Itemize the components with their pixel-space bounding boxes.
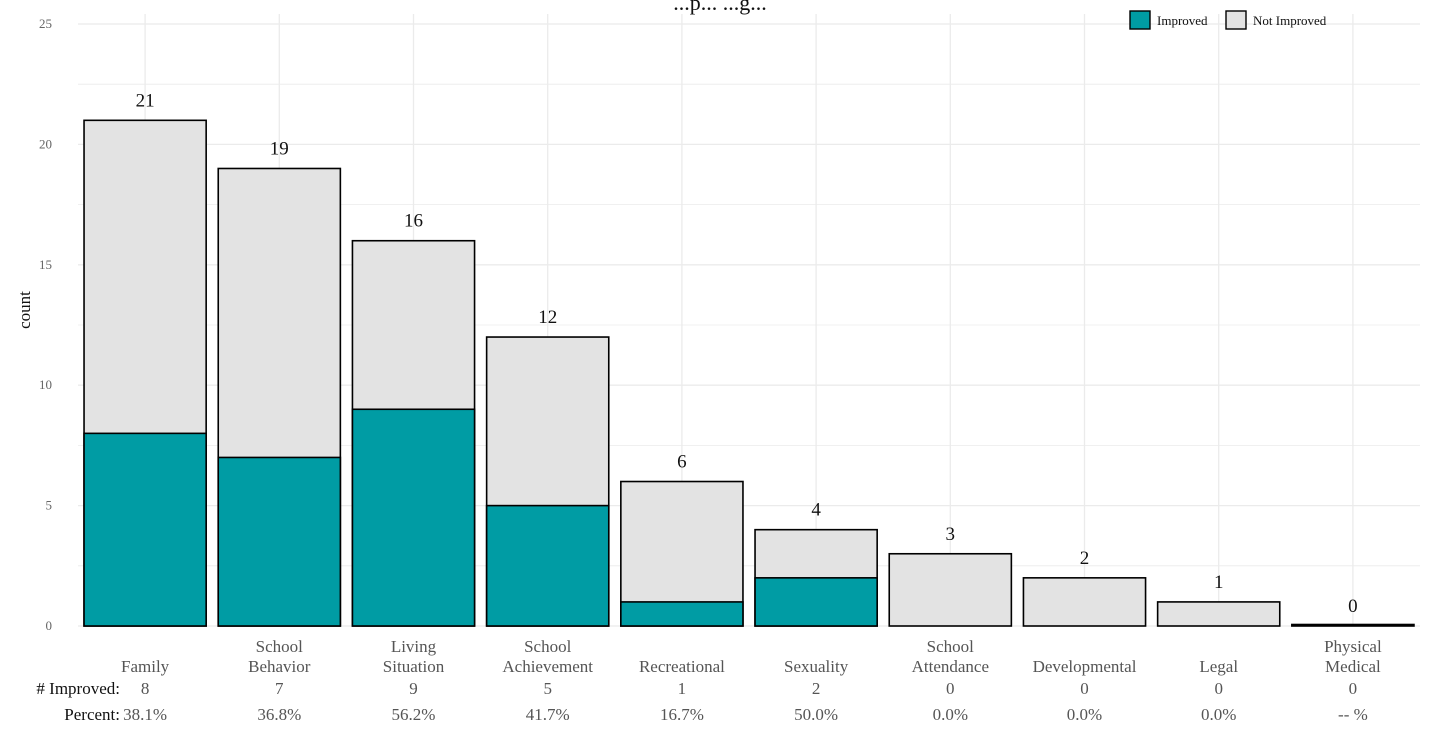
x-tick-label: Behavior (248, 657, 311, 676)
bar-not-improved (888, 552, 1013, 627)
x-tick-label: Living (391, 637, 437, 656)
row-value: 38.1% (123, 705, 167, 724)
bar-total-label: 4 (811, 500, 821, 521)
x-tick-label: School (927, 637, 975, 656)
row-value: 16.7% (660, 705, 704, 724)
row-value: 9 (409, 679, 418, 698)
row-value: 0 (946, 679, 955, 698)
x-tick-label: Achievement (502, 657, 593, 676)
x-tick-label: Developmental (1033, 657, 1137, 676)
y-tick-label: 10 (39, 377, 52, 392)
bar-total-label: 0 (1348, 596, 1358, 617)
bar-total-label: 16 (404, 211, 423, 232)
legend-swatch-not-improved (1225, 10, 1247, 30)
bar-improved (485, 504, 610, 627)
bar-improved (620, 601, 744, 627)
labels: 051015202521191612643210FamilySchoolBeha… (36, 16, 1382, 724)
legend-label-not-improved: Not Improved (1253, 13, 1327, 28)
y-tick-label: 5 (46, 498, 53, 513)
bar-improved (217, 456, 342, 627)
row-value: 0.0% (1067, 705, 1102, 724)
x-tick-label: Legal (1199, 657, 1238, 676)
row-value: -- % (1338, 705, 1368, 724)
bar-total-label: 12 (538, 307, 557, 328)
legend: Improved Not Improved (1129, 10, 1327, 30)
y-tick-label: 25 (39, 16, 52, 31)
x-tick-label: Physical (1324, 637, 1382, 656)
bar-total-label: 3 (946, 524, 956, 545)
row-label: # Improved: (36, 679, 120, 698)
row-value: 8 (141, 679, 150, 698)
x-tick-label: Situation (383, 657, 445, 676)
row-value: 0.0% (1201, 705, 1236, 724)
bar-not-improved (1291, 623, 1415, 627)
bar-not-improved (1022, 577, 1147, 627)
row-value: 1 (678, 679, 687, 698)
row-label: Percent: (64, 705, 120, 724)
chart-title: ...p... ...g... (673, 0, 767, 15)
x-tick-label: Family (121, 657, 170, 676)
x-tick-label: Sexuality (784, 657, 849, 676)
x-tick-label: School (256, 637, 304, 656)
row-value: 56.2% (392, 705, 436, 724)
bar-total-label: 21 (136, 90, 155, 111)
row-value: 36.8% (257, 705, 301, 724)
legend-swatch-improved (1129, 10, 1151, 30)
bar-not-improved (1156, 601, 1281, 627)
bar-improved (351, 408, 476, 627)
x-tick-label: Medical (1325, 657, 1381, 676)
bar-total-label: 19 (270, 138, 289, 159)
bar-improved (754, 577, 878, 627)
y-axis-label: count (15, 291, 34, 329)
row-value: 0 (1080, 679, 1089, 698)
y-tick-label: 0 (46, 618, 53, 633)
row-value: 0 (1214, 679, 1223, 698)
x-tick-label: Recreational (639, 657, 725, 676)
bar-improved (83, 432, 207, 627)
row-value: 5 (543, 679, 552, 698)
row-value: 0 (1349, 679, 1358, 698)
y-tick-label: 15 (39, 257, 52, 272)
row-value: 7 (275, 679, 284, 698)
legend-label-improved: Improved (1157, 13, 1208, 28)
bar-total-label: 6 (677, 452, 687, 473)
x-tick-label: Attendance (912, 657, 989, 676)
x-tick-label: School (524, 637, 572, 656)
bars (83, 119, 1415, 627)
row-value: 50.0% (794, 705, 838, 724)
row-value: 2 (812, 679, 821, 698)
y-tick-label: 20 (39, 136, 52, 151)
row-value: 0.0% (933, 705, 968, 724)
bar-total-label: 1 (1214, 572, 1224, 593)
bar-total-label: 2 (1080, 548, 1090, 569)
row-value: 41.7% (526, 705, 570, 724)
